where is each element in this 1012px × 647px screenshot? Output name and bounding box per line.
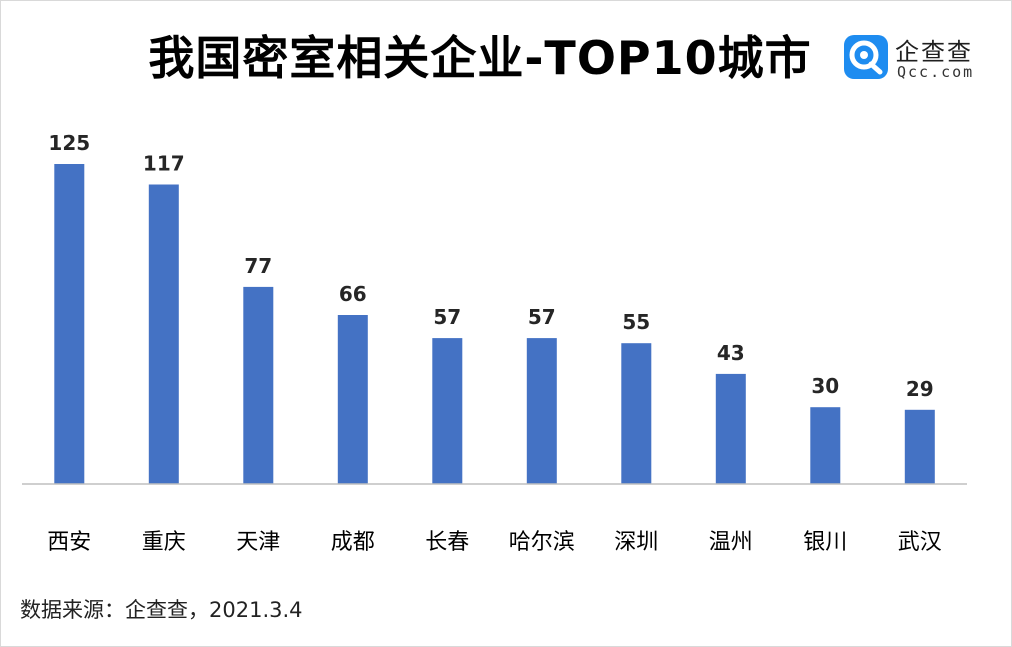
x-tick-label-6: 哈尔滨 bbox=[509, 530, 575, 555]
data-label-5: 57 bbox=[433, 305, 461, 329]
x-tick-label-2: 重庆 bbox=[142, 530, 186, 555]
logo-name-en: Qcc.com bbox=[897, 63, 975, 81]
bar-10 bbox=[904, 409, 935, 484]
data-label-6: 57 bbox=[528, 305, 556, 329]
bar-2 bbox=[148, 184, 179, 484]
bar-9 bbox=[810, 407, 841, 484]
x-tick-label-1: 西安 bbox=[47, 530, 91, 555]
x-tick-label-5: 长春 bbox=[425, 530, 469, 555]
bar-7 bbox=[621, 343, 652, 484]
logo-name-cn: 企查查 bbox=[895, 38, 973, 66]
data-label-9: 30 bbox=[811, 374, 839, 398]
x-tick-label-3: 天津 bbox=[236, 530, 280, 555]
x-tick-label-9: 银川 bbox=[803, 530, 847, 555]
x-tick-label-10: 武汉 bbox=[898, 530, 942, 555]
data-label-2: 117 bbox=[143, 152, 185, 176]
data-label-8: 43 bbox=[717, 341, 745, 365]
bar-6 bbox=[526, 338, 557, 484]
x-tick-label-8: 温州 bbox=[709, 530, 753, 555]
bar-chart: 125 西安 117 重庆 77 天津 66 成都 57 长春 57 哈尔滨 55 深圳 43 温州 30 银川 2… bbox=[22, 131, 967, 555]
qcc-logo-icon bbox=[844, 35, 888, 79]
bar-3 bbox=[243, 286, 274, 484]
data-label-4: 66 bbox=[339, 282, 367, 306]
data-label-10: 29 bbox=[906, 377, 934, 401]
chart-title: 我国密室相关企业-TOP10城市 bbox=[148, 31, 812, 85]
data-label-3: 77 bbox=[244, 254, 272, 278]
data-label-1: 125 bbox=[48, 131, 90, 155]
qcc-logo: 企查查 Qcc.com bbox=[843, 34, 993, 84]
bar-1 bbox=[54, 164, 85, 484]
data-source-note: 数据来源：企查查，2021.3.4 bbox=[20, 598, 303, 622]
x-tick-label-7: 深圳 bbox=[614, 530, 658, 555]
x-tick-label-4: 成都 bbox=[331, 530, 375, 555]
data-label-7: 55 bbox=[622, 310, 650, 334]
bar-8 bbox=[715, 373, 746, 484]
bar-4 bbox=[337, 315, 368, 484]
bar-5 bbox=[432, 338, 463, 484]
